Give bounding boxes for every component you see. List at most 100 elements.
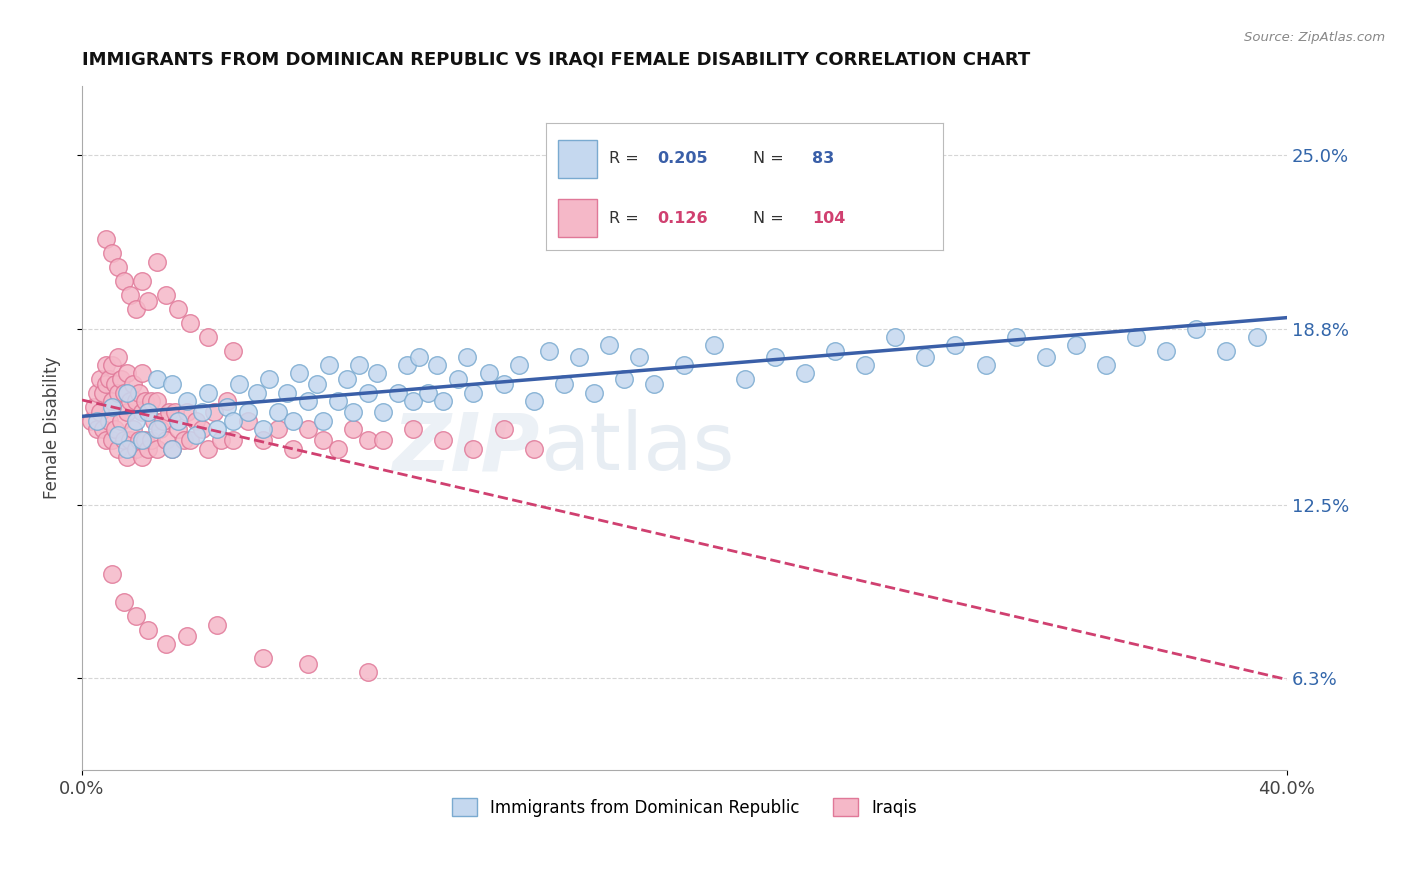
Point: [387, 385, 409, 400]
Point: [1035, 350, 1057, 364]
Point: [162, 442, 184, 456]
Point: [94, 232, 117, 246]
Point: [155, 434, 177, 448]
Point: [125, 442, 148, 456]
Point: [134, 394, 156, 409]
Point: [94, 434, 117, 448]
Point: [228, 377, 250, 392]
Point: [94, 358, 117, 372]
Point: [115, 450, 138, 464]
Point: [186, 427, 208, 442]
Point: [305, 377, 328, 392]
Point: [1215, 343, 1237, 358]
Point: [112, 385, 135, 400]
Point: [107, 427, 129, 442]
Point: [426, 358, 449, 372]
Point: [107, 350, 129, 364]
Point: [91, 385, 114, 400]
Point: [221, 343, 243, 358]
Point: [136, 405, 159, 419]
Point: [326, 394, 349, 409]
Point: [115, 405, 138, 419]
Point: [131, 434, 153, 448]
Point: [408, 350, 430, 364]
Point: [101, 246, 124, 260]
Point: [141, 394, 163, 409]
Y-axis label: Female Disability: Female Disability: [44, 357, 60, 499]
Point: [155, 288, 177, 302]
Point: [297, 394, 319, 409]
Point: [143, 414, 166, 428]
Text: IMMIGRANTS FROM DOMINICAN REPUBLIC VS IRAQI FEMALE DISABILITY CORRELATION CHART: IMMIGRANTS FROM DOMINICAN REPUBLIC VS IR…: [82, 51, 1031, 69]
Point: [89, 372, 111, 386]
Point: [204, 405, 226, 419]
Point: [628, 350, 651, 364]
Point: [131, 450, 153, 464]
Point: [146, 442, 169, 456]
Point: [288, 366, 311, 380]
Point: [122, 422, 145, 436]
Point: [477, 366, 499, 380]
Point: [155, 637, 177, 651]
Point: [146, 254, 169, 268]
Point: [112, 274, 135, 288]
Point: [112, 434, 135, 448]
Point: [492, 422, 515, 436]
Point: [824, 343, 846, 358]
Point: [120, 288, 142, 302]
Point: [91, 422, 114, 436]
Point: [179, 316, 201, 330]
Point: [191, 422, 214, 436]
Point: [125, 609, 148, 624]
Point: [221, 414, 243, 428]
Point: [357, 434, 380, 448]
Point: [318, 358, 340, 372]
Point: [120, 394, 142, 409]
Point: [98, 372, 121, 386]
Point: [101, 358, 124, 372]
Point: [853, 358, 876, 372]
Text: Source: ZipAtlas.com: Source: ZipAtlas.com: [1244, 31, 1385, 45]
Point: [176, 394, 198, 409]
Point: [107, 385, 129, 400]
Point: [357, 385, 380, 400]
Point: [120, 434, 142, 448]
Point: [112, 595, 135, 609]
Point: [402, 394, 425, 409]
Point: [136, 624, 159, 638]
Point: [101, 567, 124, 582]
Point: [553, 377, 575, 392]
Point: [357, 665, 380, 680]
Point: [523, 442, 546, 456]
Point: [136, 293, 159, 308]
Point: [128, 385, 150, 400]
Point: [157, 405, 180, 419]
Point: [373, 434, 395, 448]
Point: [1095, 358, 1118, 372]
Point: [1246, 330, 1268, 344]
Point: [101, 394, 124, 409]
Point: [236, 405, 259, 419]
Point: [703, 338, 725, 352]
Point: [432, 394, 454, 409]
Point: [104, 377, 127, 392]
Point: [131, 274, 153, 288]
Point: [186, 414, 208, 428]
Point: [176, 405, 198, 419]
Point: [86, 385, 108, 400]
Point: [366, 366, 388, 380]
Point: [236, 414, 259, 428]
Point: [281, 442, 304, 456]
Point: [173, 434, 195, 448]
Point: [136, 442, 159, 456]
Point: [326, 442, 349, 456]
Point: [197, 385, 219, 400]
Point: [598, 338, 620, 352]
Point: [1125, 330, 1147, 344]
Point: [131, 366, 153, 380]
Point: [734, 372, 756, 386]
Point: [98, 414, 121, 428]
Point: [537, 343, 560, 358]
Point: [167, 301, 190, 316]
Point: [267, 422, 290, 436]
